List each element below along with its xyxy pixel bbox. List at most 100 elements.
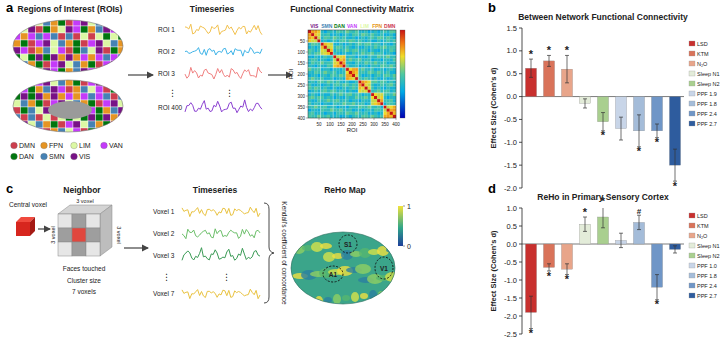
matrix-cell (314, 112, 317, 115)
matrix-cell (336, 61, 339, 64)
parcel (28, 86, 36, 93)
matrix-cell (355, 36, 358, 39)
matrix-cell (317, 96, 320, 99)
matrix-cell (355, 105, 358, 108)
matrix-cell (371, 49, 374, 52)
matrix-cell (333, 58, 336, 61)
parcel (13, 47, 21, 54)
parcel (111, 68, 119, 75)
matrix-cell (380, 99, 383, 102)
matrix-cell (365, 49, 368, 52)
matrix-cell (374, 80, 377, 83)
parcel (118, 54, 126, 61)
matrix-cell (387, 96, 390, 99)
matrix-cell (324, 55, 327, 58)
matrix-cell (355, 58, 358, 61)
matrix-cell (383, 65, 386, 68)
error-bar (601, 208, 605, 228)
voxel-label: Voxel 1 (153, 208, 175, 215)
matrix-cell (358, 105, 361, 108)
parcel (21, 68, 29, 75)
region-circle (375, 257, 393, 279)
error-bar (637, 215, 641, 229)
matrix-cell (380, 87, 383, 90)
matrix-cell (361, 80, 364, 83)
matrix-cell (343, 112, 346, 115)
matrix-cell (390, 80, 393, 83)
matrix-cell (321, 87, 324, 90)
tick (519, 208, 522, 209)
matrix-cell (333, 99, 336, 102)
matrix-cell (343, 90, 346, 93)
parcel (28, 79, 36, 86)
matrix-cell (349, 68, 352, 71)
matrix-cell (308, 112, 311, 115)
matrix-cell (330, 83, 333, 86)
matrix-cell (355, 39, 358, 42)
matrix-cell (387, 80, 390, 83)
parcel (73, 33, 81, 40)
parcel (28, 107, 36, 114)
matrix-cell (393, 49, 396, 52)
matrix-cell (371, 112, 374, 115)
roi-timeseries (185, 48, 262, 57)
matrix-cell (317, 49, 320, 52)
matrix-cell (346, 80, 349, 83)
matrix-cell (321, 46, 324, 49)
matrix-cell (317, 115, 320, 118)
matrix-cell (324, 105, 327, 108)
matrix-cell (368, 90, 371, 93)
matrix-cell (355, 80, 358, 83)
matrix-cell (393, 102, 396, 105)
matrix-cell (387, 55, 390, 58)
matrix-cell (355, 49, 358, 52)
legend-label: LIM (79, 142, 91, 149)
central-voxel-side (30, 217, 35, 236)
network-divider (370, 30, 371, 118)
matrix-cell (308, 96, 311, 99)
panel-title: Functional Connectivity Matrix (290, 4, 414, 14)
parcel (73, 40, 81, 47)
matrix-cell (317, 52, 320, 55)
matrix-cell (327, 115, 330, 118)
parcel (66, 54, 74, 61)
matrix-cell (330, 96, 333, 99)
tick (385, 118, 386, 120)
legend-label: PPF 1.9 (697, 91, 717, 97)
matrix-cell (361, 96, 364, 99)
ellipsis: ⋮ (222, 272, 231, 282)
matrix-cell (383, 55, 386, 58)
matrix-cell (390, 46, 393, 49)
brain-border (13, 80, 123, 132)
matrix-cell (365, 71, 368, 74)
matrix-cell (324, 58, 327, 61)
matrix-cell (317, 80, 320, 83)
matrix-cell (368, 77, 371, 80)
tick-label: 1 (407, 203, 411, 210)
matrix-cell (352, 46, 355, 49)
matrix-cell (339, 77, 342, 80)
parcel (21, 128, 29, 135)
matrix-cell (358, 52, 361, 55)
matrix-cell (311, 77, 314, 80)
tick-label: 50 (300, 39, 306, 44)
matrix-cell (377, 68, 380, 71)
matrix-cell (365, 46, 368, 49)
matrix-cell (377, 96, 380, 99)
parcel (66, 61, 74, 68)
matrix-cell (371, 55, 374, 58)
matrix-cell (374, 68, 377, 71)
parcel (13, 79, 21, 86)
parcel (58, 33, 66, 40)
matrix-cell (330, 68, 333, 71)
tick-label: 0.5 (507, 69, 517, 78)
matrix-cell (368, 68, 371, 71)
matrix-cell (308, 115, 311, 118)
matrix-cell (339, 55, 342, 58)
matrix-cell (361, 49, 364, 52)
matrix-cell (311, 61, 314, 64)
matrix-cell (343, 65, 346, 68)
matrix-cell (327, 96, 330, 99)
voxel-timeseries (182, 248, 260, 261)
y-axis (522, 28, 523, 188)
